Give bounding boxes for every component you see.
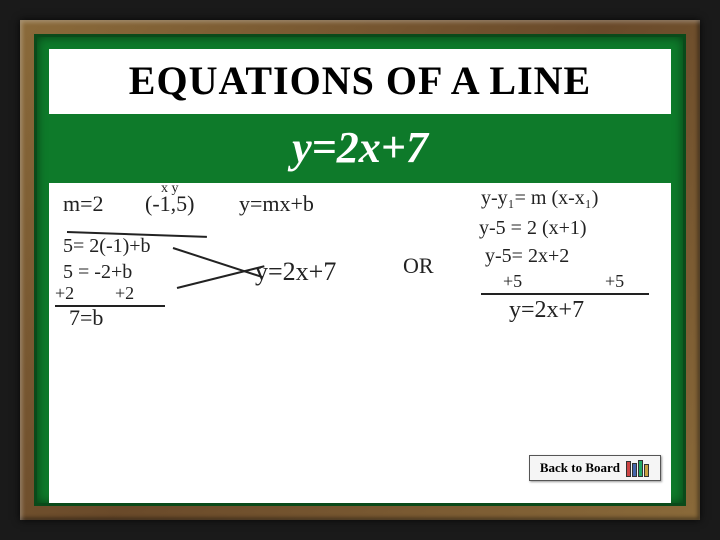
work-stroke <box>55 305 165 307</box>
work-stroke <box>481 293 649 295</box>
work-add2b: +2 <box>115 283 134 304</box>
work-or: OR <box>403 253 434 279</box>
work-add2a: +2 <box>55 283 74 304</box>
work-m-eq: m=2 <box>63 191 104 217</box>
work-result1: y=2x+7 <box>255 257 336 287</box>
work-slope-intercept-form: y=mx+b <box>239 191 314 217</box>
work-pointslope3: y-5= 2x+2 <box>485 245 569 268</box>
back-to-board-button[interactable]: Back to Board <box>529 455 661 481</box>
wooden-frame: EQUATIONS OF A LINE y=2x+7 m=2 x y (-1,5… <box>20 20 700 520</box>
work-add5a: +5 <box>503 271 522 292</box>
work-pointslope1: y-y₁= m (x-x₁) <box>481 187 598 210</box>
work-sub1: 5= 2(-1)+b <box>63 235 151 258</box>
work-stroke <box>177 265 265 289</box>
page-title: EQUATIONS OF A LINE <box>55 57 665 104</box>
equation-answer: y=2x+7 <box>49 122 671 173</box>
back-button-label: Back to Board <box>540 460 620 476</box>
title-band: EQUATIONS OF A LINE <box>49 49 671 114</box>
work-sub2: 5 = -2+b <box>63 261 132 284</box>
answer-band: y=2x+7 <box>49 118 671 183</box>
chalkboard: EQUATIONS OF A LINE y=2x+7 m=2 x y (-1,5… <box>34 34 686 506</box>
books-icon <box>626 459 650 477</box>
work-add5b: +5 <box>605 271 624 292</box>
work-b-eq: 7=b <box>69 305 103 331</box>
work-stroke <box>173 247 263 278</box>
work-result2: y=2x+7 <box>509 297 584 324</box>
work-point: (-1,5) <box>145 191 194 217</box>
work-pointslope2: y-5 = 2 (x+1) <box>479 217 587 240</box>
